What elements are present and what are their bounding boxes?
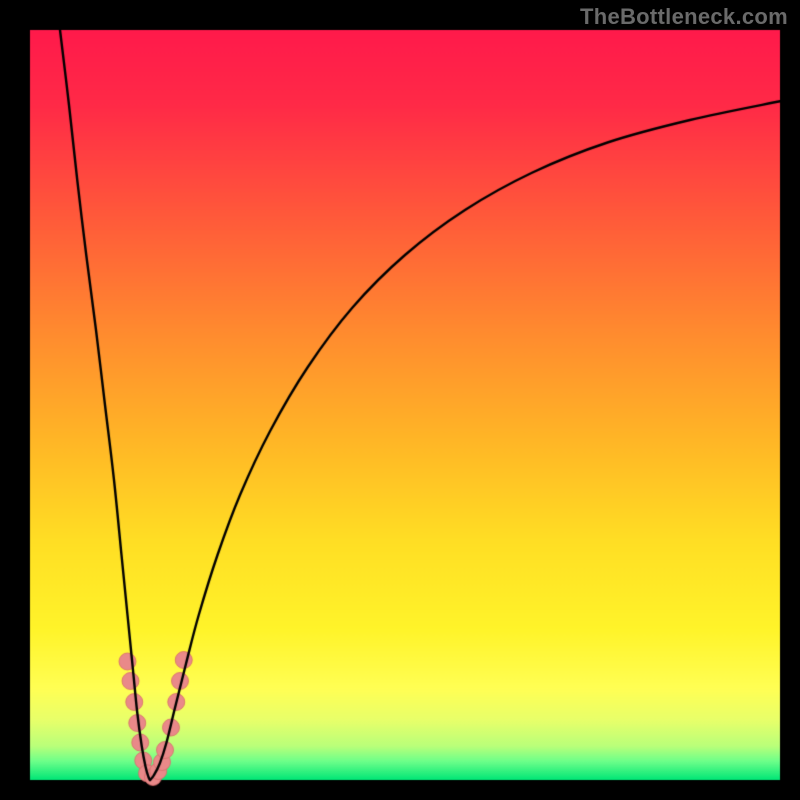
bottleneck-chart bbox=[0, 0, 800, 800]
watermark-text: TheBottleneck.com bbox=[580, 4, 788, 30]
